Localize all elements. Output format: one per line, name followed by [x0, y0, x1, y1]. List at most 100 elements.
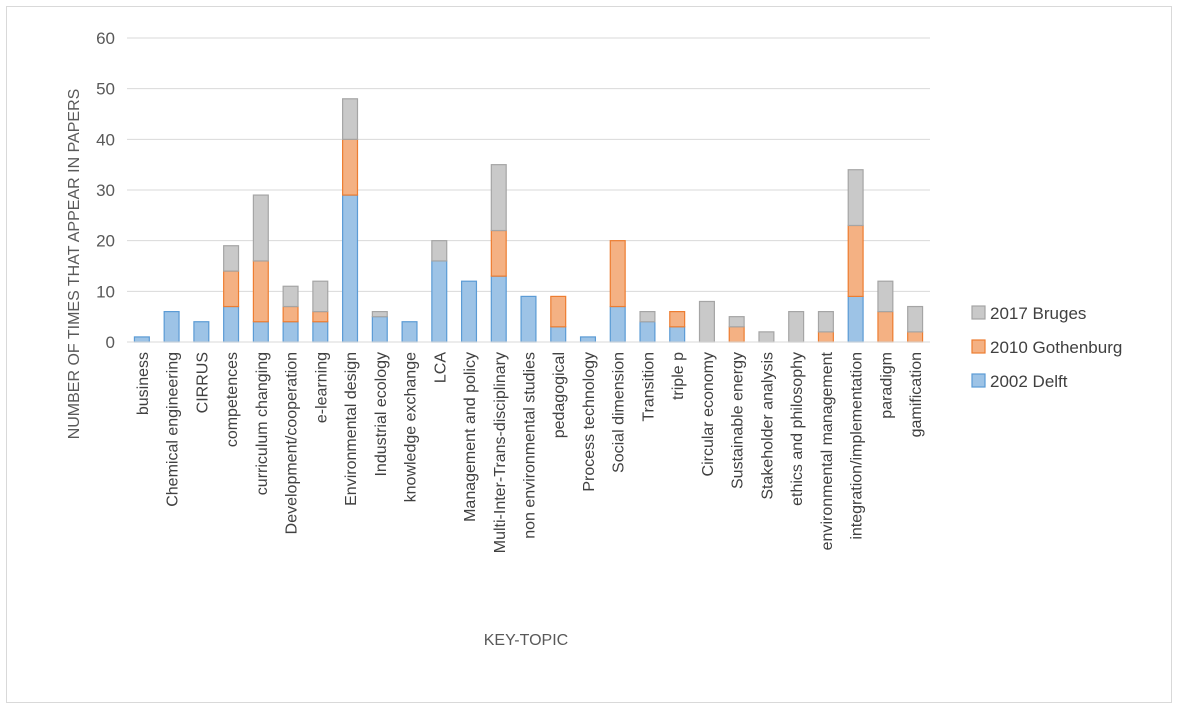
bar-segment: [223, 245, 240, 272]
y-tick-label: 40: [96, 130, 115, 149]
category-label: ethics and philosophy: [789, 352, 806, 506]
category-label: non environmental studies: [522, 352, 539, 539]
category-label: knowledge exchange: [403, 352, 420, 502]
bar-segment: [282, 285, 299, 308]
category-label: e-learning: [313, 352, 330, 423]
bar-segment: [490, 164, 507, 232]
bar-segment: [877, 311, 894, 343]
legend-swatch: [971, 339, 986, 354]
category-label: LCA: [432, 352, 449, 383]
bar-segment: [520, 295, 537, 343]
category-label: Sustainable energy: [730, 352, 747, 489]
gridlines: [127, 37, 930, 292]
bar-segment: [907, 305, 924, 333]
bar-segment: [669, 311, 686, 328]
category-label: curriculum changing: [254, 352, 271, 495]
bar-segment: [550, 326, 567, 343]
bar-segment: [223, 270, 240, 308]
y-tick-labels: 0 10 20 30 40 50 60: [96, 29, 115, 352]
y-axis-title: NUMBER OF TIMES THAT APPEAR IN PAPERS: [66, 89, 83, 440]
bar-segment: [252, 260, 269, 323]
bar-segment: [728, 316, 745, 328]
bar-segment: [460, 280, 478, 343]
y-tick-label: 10: [96, 282, 115, 301]
bar-segment: [847, 295, 864, 343]
bar-segment: [163, 311, 180, 343]
category-label: Chemical engineering: [165, 352, 182, 507]
bar-segment: [877, 280, 894, 313]
category-labels: business Chemical engineering CIRRUS compet…: [135, 351, 925, 553]
bar-segment: [431, 260, 448, 343]
bar-segment: [223, 305, 240, 343]
bar-segment: [817, 331, 834, 343]
category-label: paradigm: [878, 352, 895, 419]
category-label: Social dimension: [611, 352, 628, 473]
bar-segment: [698, 300, 715, 343]
bar-segment: [342, 194, 359, 343]
bar-segment: [252, 194, 269, 262]
bar-segment: [371, 316, 388, 343]
bar-segment: [401, 321, 418, 343]
bar-segment: [342, 98, 359, 140]
bar-segment: [639, 311, 656, 323]
bar-segment: [609, 305, 626, 343]
category-label: Stakeholder analysis: [759, 352, 776, 500]
bar-segment: [312, 311, 329, 323]
legend: 2017 Bruges 2010 Gothenburg 2002 Delft: [971, 304, 1122, 391]
bar-segment: [758, 331, 775, 343]
bars: [133, 98, 924, 343]
bar-segment: [817, 311, 834, 333]
category-label: Multi-Inter-Trans-disciplinary: [492, 352, 509, 553]
bar-segment: [282, 305, 299, 323]
category-label: integration/implementation: [849, 352, 866, 540]
y-tick-label: 20: [96, 232, 115, 251]
y-tick-label: 60: [96, 29, 115, 48]
bar-segment: [847, 224, 864, 297]
category-label: competences: [224, 352, 241, 447]
bar-segment: [609, 240, 626, 308]
bar-segment: [639, 321, 656, 343]
category-label: Management and policy: [462, 352, 479, 522]
bar-segment: [252, 321, 269, 343]
category-label: Circular economy: [700, 352, 717, 476]
bar-segment: [728, 326, 745, 343]
x-axis-title: KEY-TOPIC: [484, 632, 568, 649]
legend-label: 2010 Gothenburg: [990, 338, 1122, 357]
legend-label: 2017 Bruges: [990, 304, 1086, 323]
y-tick-label: 0: [106, 333, 115, 352]
category-label: triple p: [670, 352, 687, 400]
y-tick-label: 50: [96, 80, 115, 99]
legend-swatch: [971, 373, 986, 388]
category-label: Environmental design: [343, 352, 360, 506]
category-label: Development/cooperation: [284, 352, 301, 534]
bar-segment: [312, 321, 329, 343]
bar-segment: [312, 280, 329, 313]
category-label: environmental management: [819, 351, 836, 550]
bar-segment: [371, 311, 388, 318]
legend-label: 2002 Delft: [990, 372, 1068, 391]
bar-segment: [788, 311, 805, 343]
bar-segment: [133, 336, 150, 343]
bar-segment: [490, 229, 507, 277]
bar-segment: [193, 321, 210, 343]
bar-segment: [907, 331, 924, 343]
category-label: Process technology: [581, 352, 598, 492]
bar-segment: [847, 169, 864, 227]
category-label: Industrial ecology: [373, 352, 390, 477]
category-label: pedagogical: [551, 352, 568, 438]
bar-segment: [431, 240, 448, 262]
bar-segment: [669, 326, 686, 343]
category-label: CIRRUS: [194, 352, 211, 413]
bar-segment: [282, 321, 299, 343]
category-label: business: [135, 352, 152, 415]
bar-segment: [550, 295, 567, 328]
bar-segment: [342, 138, 359, 196]
bar-segment: [579, 336, 597, 343]
chart-frame: [6, 6, 1172, 703]
legend-swatch: [971, 305, 986, 320]
category-label: gamification: [908, 352, 925, 437]
y-tick-label: 30: [96, 181, 115, 200]
bar-segment: [490, 275, 507, 343]
category-label: Transition: [640, 352, 657, 422]
